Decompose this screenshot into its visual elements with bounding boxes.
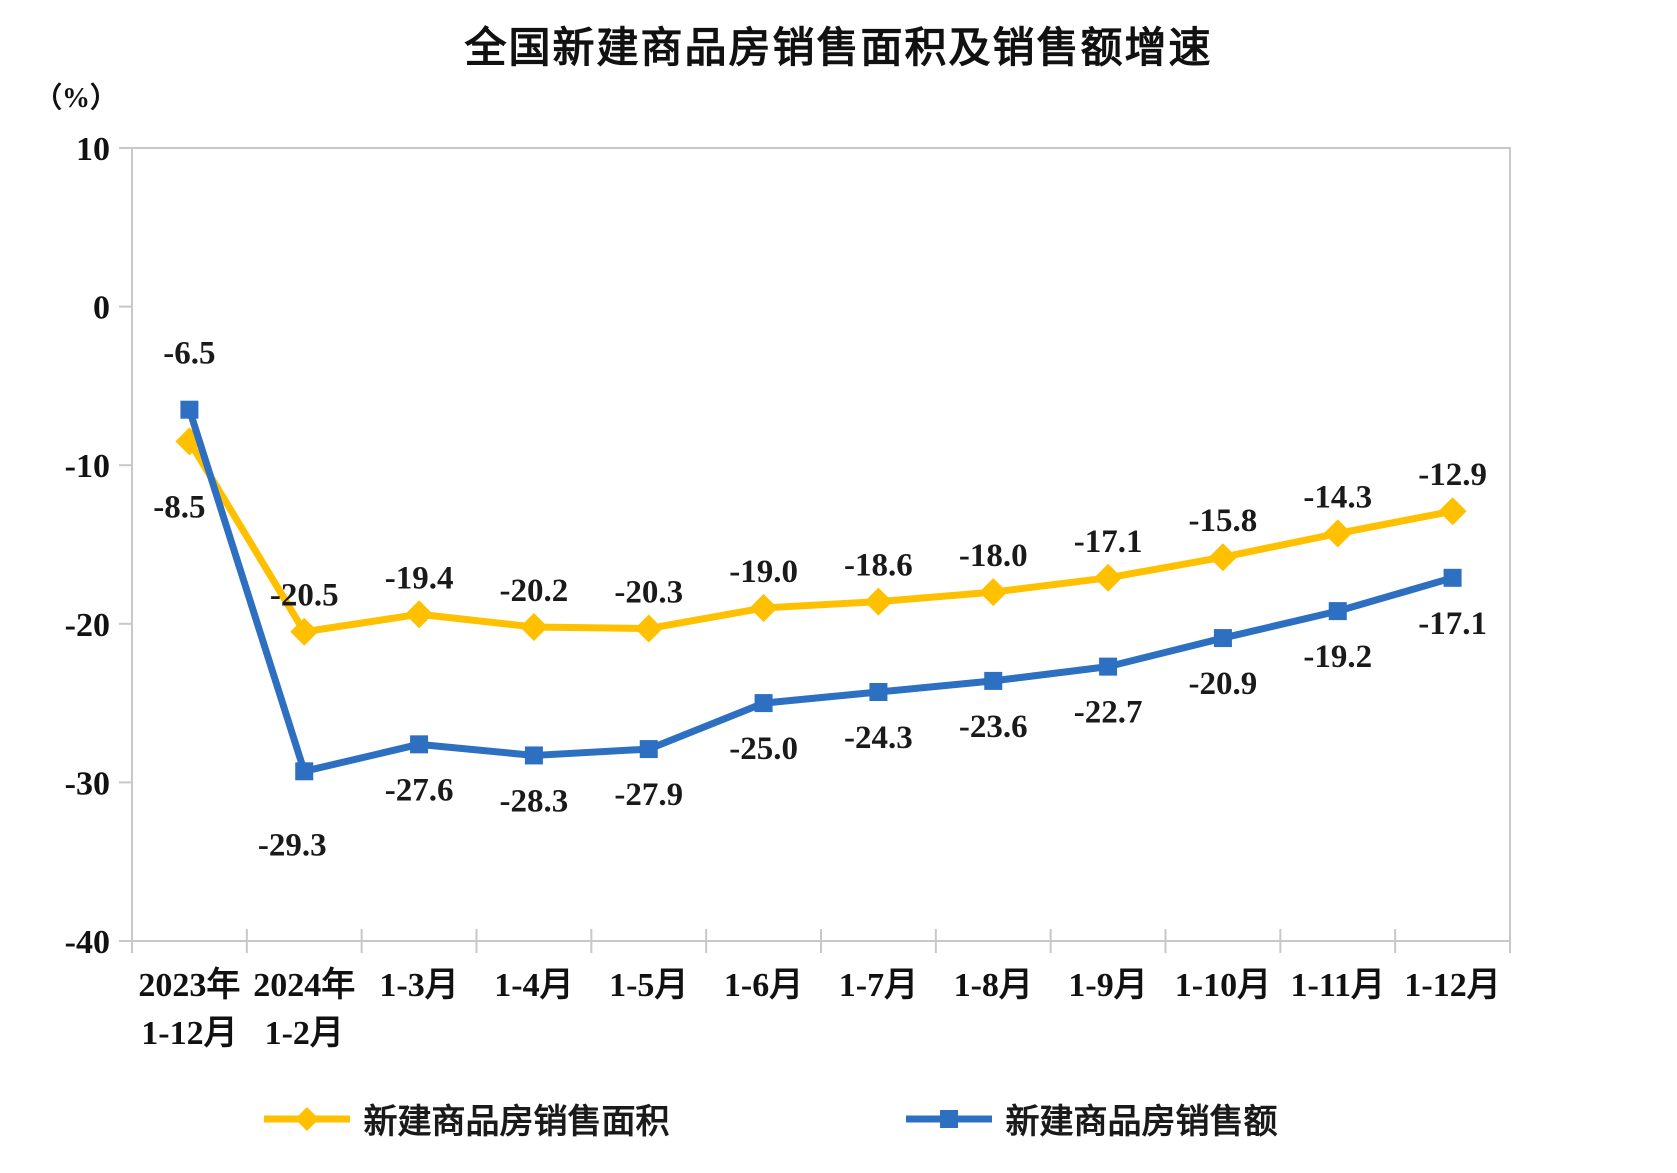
data-label: -15.8 [1189,503,1258,539]
data-point-marker [295,762,314,781]
data-point-marker [864,587,893,616]
data-label: -17.1 [1418,606,1487,642]
legend-label-sales-area: 新建商品房销售面积 [363,1104,670,1141]
legend-swatch-square [905,1106,992,1132]
data-label: -28.3 [500,783,569,819]
series-line-1 [185,406,1457,775]
x-axis-label: 1-5月 [609,967,688,1004]
chart-title: 全国新建商品房销售面积及销售额增速 [464,26,1213,72]
data-point-marker [1213,629,1232,648]
legend-item-sales-area: 新建商品房销售面积 [263,1094,670,1143]
data-point-marker [1443,568,1462,587]
y-tick-label: -20 [65,607,110,644]
legend-label-sales-value: 新建商品房销售额 [1005,1104,1278,1141]
x-axis-label: 1-4月 [494,967,573,1004]
data-label: -29.3 [258,827,327,863]
data-point-marker [634,614,663,643]
data-label: -22.7 [1074,695,1143,731]
data-point-marker [754,694,773,713]
data-point-marker [180,400,199,419]
x-axis-label: 1-11月 [1291,967,1385,1004]
data-point-marker [1328,602,1347,621]
data-point-marker [979,578,1008,607]
data-point-marker [405,600,434,629]
data-label: -27.6 [385,772,454,808]
y-tick-label: -40 [65,924,110,961]
data-label: -18.0 [959,538,1028,574]
data-label: -24.3 [844,720,913,756]
data-label: -8.5 [153,489,205,525]
data-label: -19.2 [1303,639,1372,675]
data-label: -19.4 [385,560,454,596]
x-axis-label: 1-2月 [265,1015,344,1052]
data-label: -20.3 [614,575,683,611]
diamond-legend-marker-icon [263,1106,350,1131]
x-axis-label: 1-10月 [1175,967,1271,1004]
x-axis-label: 1-8月 [954,967,1033,1004]
square-legend-marker-icon [905,1109,992,1128]
data-label: -23.6 [959,709,1028,745]
data-label: -14.3 [1303,479,1372,515]
x-axis-label: 1-3月 [379,967,458,1004]
data-point-marker [1099,657,1118,676]
data-point-marker [519,612,548,641]
y-tick-label: -30 [65,765,110,802]
x-axis-label: 2024年 [253,966,355,1004]
legend: 新建商品房销售面积 新建商品房销售额 [0,1094,1609,1143]
x-axis-label: 1-6月 [724,967,803,1004]
data-point-marker [410,735,429,754]
x-axis-label: 2023年 [138,966,240,1004]
data-point-marker [1094,563,1123,592]
data-point-marker [749,593,778,622]
x-axis-label: 1-12月 [141,1015,237,1052]
y-axis-unit-label: （%） [34,83,119,114]
x-axis-label: 1-12月 [1404,967,1500,1004]
data-label: -17.1 [1074,524,1143,560]
x-axis-label: 1-9月 [1068,967,1147,1004]
series-line-0 [185,437,1457,636]
y-tick-label: -10 [65,448,110,485]
data-point-marker [290,617,319,646]
data-label: -6.5 [163,336,215,372]
data-point-marker [1323,519,1352,548]
y-tick-label: 10 [76,131,110,168]
data-label: -19.0 [729,554,798,590]
x-axis-label: 1-7月 [839,967,918,1004]
plot-border [131,147,1511,942]
data-label: -20.9 [1189,666,1258,702]
data-point-marker [984,671,1003,690]
data-label: -27.9 [614,777,683,813]
data-label: -20.2 [500,573,569,609]
data-label: -20.5 [270,578,339,614]
data-point-marker [1208,543,1237,572]
legend-item-sales-value: 新建商品房销售额 [905,1094,1278,1143]
data-label: -25.0 [729,731,798,767]
data-point-marker [1438,497,1467,526]
data-point-marker [639,740,658,759]
data-point-marker [524,746,543,765]
data-label: -12.9 [1418,457,1487,493]
data-point-marker [869,682,888,701]
y-tick-label: 0 [93,290,110,327]
legend-swatch-diamond [263,1106,350,1132]
data-label: -18.6 [844,548,913,584]
